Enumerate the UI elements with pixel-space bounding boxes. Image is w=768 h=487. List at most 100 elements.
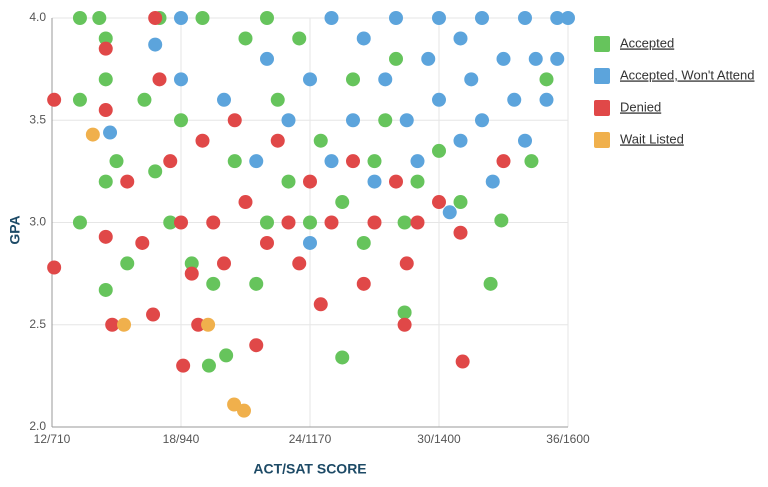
legend-swatch	[594, 36, 610, 52]
y-axis-title: GPA	[7, 215, 23, 244]
y-tick-label: 4.0	[29, 10, 46, 24]
point	[195, 133, 210, 148]
x-tick-label: 18/940	[163, 432, 200, 446]
point	[176, 358, 191, 373]
point	[346, 154, 360, 169]
point	[494, 213, 509, 228]
point	[184, 266, 199, 281]
point	[485, 174, 500, 189]
point	[191, 317, 206, 332]
point	[453, 31, 468, 46]
point	[98, 282, 113, 297]
point	[135, 235, 150, 250]
point	[206, 215, 221, 230]
point	[389, 174, 403, 189]
point	[152, 72, 167, 87]
point	[367, 154, 382, 169]
point	[453, 195, 468, 210]
point	[303, 174, 317, 189]
point	[561, 11, 575, 25]
point	[303, 215, 317, 230]
point	[137, 92, 152, 107]
point	[453, 133, 468, 148]
point	[475, 11, 489, 25]
point	[346, 72, 360, 87]
point	[281, 113, 296, 128]
point	[98, 103, 113, 118]
point	[389, 11, 403, 25]
point	[227, 113, 242, 128]
point	[421, 51, 436, 66]
point	[163, 215, 178, 230]
point	[313, 133, 328, 148]
point	[367, 174, 382, 189]
y-tick-label: 2.5	[29, 317, 46, 331]
legend-label[interactable]: Denied	[620, 99, 661, 114]
point	[206, 276, 221, 291]
point	[120, 174, 135, 189]
point	[475, 113, 489, 128]
point	[85, 127, 100, 142]
legend-label[interactable]: Accepted, Won't Attend	[620, 67, 755, 82]
point	[260, 215, 274, 230]
point	[148, 11, 163, 25]
point	[524, 154, 539, 169]
point	[453, 225, 468, 240]
point	[174, 72, 188, 87]
legend-label[interactable]: Accepted	[620, 35, 674, 50]
point	[98, 72, 113, 87]
point	[528, 51, 543, 66]
point	[346, 113, 360, 128]
point	[120, 256, 135, 271]
point	[389, 51, 403, 66]
point	[496, 51, 511, 66]
point	[539, 72, 554, 87]
point	[324, 154, 339, 169]
x-tick-label: 24/1170	[289, 432, 332, 446]
point	[399, 113, 414, 128]
point	[201, 358, 216, 373]
legend-label[interactable]: Wait Listed	[620, 131, 684, 146]
point	[227, 154, 242, 169]
point	[238, 195, 253, 210]
point	[281, 215, 296, 230]
point	[148, 164, 163, 179]
point	[399, 256, 414, 271]
point	[455, 354, 470, 369]
point	[507, 92, 522, 107]
point	[148, 37, 163, 52]
y-tick-label: 2.0	[29, 419, 46, 433]
point	[432, 11, 446, 25]
point	[356, 31, 371, 46]
point	[550, 51, 565, 66]
point	[518, 133, 532, 148]
point	[303, 235, 317, 250]
point	[98, 174, 113, 189]
point	[397, 215, 412, 230]
point	[260, 11, 274, 25]
point	[98, 31, 113, 46]
point	[105, 317, 120, 332]
point	[367, 215, 382, 230]
legend-swatch	[594, 100, 610, 116]
point	[432, 195, 446, 210]
point	[195, 11, 210, 25]
point	[378, 113, 393, 128]
x-tick-label: 30/1400	[417, 432, 461, 446]
point	[98, 229, 113, 244]
point	[184, 256, 199, 271]
point	[72, 215, 87, 230]
point	[236, 403, 251, 418]
point	[292, 31, 307, 46]
legend-swatch	[594, 132, 610, 148]
point	[249, 276, 264, 291]
point	[303, 72, 317, 87]
point	[217, 92, 231, 107]
point	[550, 11, 565, 25]
point	[410, 154, 425, 169]
point	[103, 125, 118, 140]
point	[410, 174, 425, 189]
point	[174, 215, 188, 230]
point	[378, 72, 393, 87]
x-tick-label: 12/710	[34, 432, 71, 446]
